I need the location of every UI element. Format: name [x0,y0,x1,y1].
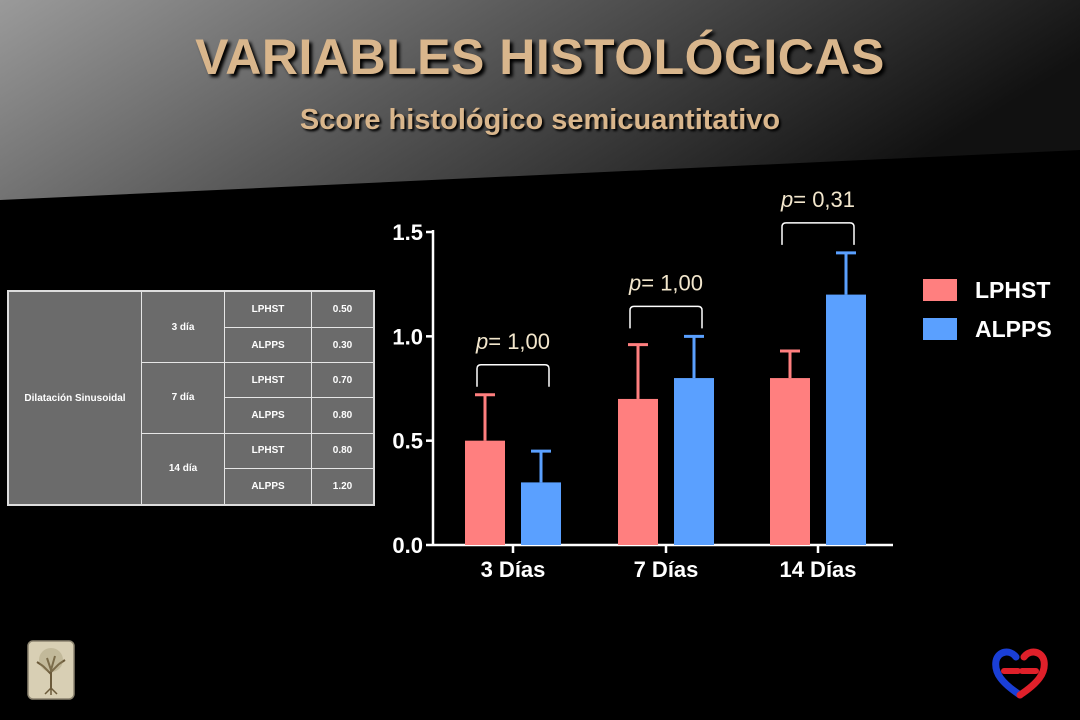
header-banner [0,0,1080,200]
y-tick-label: 0.0 [392,533,423,558]
bar-alpps [826,294,866,545]
significance-bracket [781,222,855,245]
p-value-label: p= 0,31 [780,187,855,212]
bar-lphst [465,440,505,545]
y-tick-label: 1.0 [392,324,423,349]
legend-swatch-lphst [923,279,957,301]
group-cell: LPHST [224,290,312,329]
group-cell: ALPPS [224,467,312,506]
data-table: Dilatación Sinusoidal 3 día LPHST 0.50 A… [7,290,375,506]
value-cell: 0.80 [311,397,375,434]
significance-bracket [629,305,703,329]
bar-alpps [674,378,714,545]
legend-label-lphst: LPHST [975,277,1051,303]
slide-subtitle: Score histológico semicuantitativo [299,104,781,136]
p-value-label: p= 1,00 [475,329,550,354]
value-cell: 0.50 [311,290,375,329]
day-cell: 3 día [141,290,225,364]
legend-label-alpps: ALPPS [975,316,1052,342]
x-tick-label: 14 Días [779,557,856,582]
group-cell: ALPPS [224,327,312,364]
p-value-label: p= 1,00 [628,270,703,295]
group-cell: ALPPS [224,397,312,434]
value-cell: 1.20 [311,467,375,506]
bar-lphst [770,378,810,545]
value-cell: 0.80 [311,432,375,469]
x-tick-label: 7 Días [634,557,699,582]
day-cell: 7 día [141,362,225,434]
value-cell: 0.30 [311,327,375,364]
y-tick-label: 0.5 [392,429,423,454]
heart-logo [992,648,1048,699]
bar-alpps [521,482,561,545]
variable-cell: Dilatación Sinusoidal [7,290,142,506]
group-cell: LPHST [224,432,312,469]
significance-bracket [476,364,550,387]
day-cell: 14 día [141,432,225,506]
legend-swatch-alpps [923,318,957,340]
y-tick-label: 1.5 [392,220,423,245]
value-cell: 0.70 [311,362,375,399]
x-tick-label: 3 Días [481,557,546,582]
tree-logo [27,640,75,700]
bar-lphst [618,398,658,545]
bar-chart: 0.0 0.5 1.0 1.5 3 Días p= 1,00 7 Días p= 1,00 14… [392,187,893,582]
slide-title: VARIABLES HISTOLÓGICAS [195,29,885,85]
group-cell: LPHST [224,362,312,399]
